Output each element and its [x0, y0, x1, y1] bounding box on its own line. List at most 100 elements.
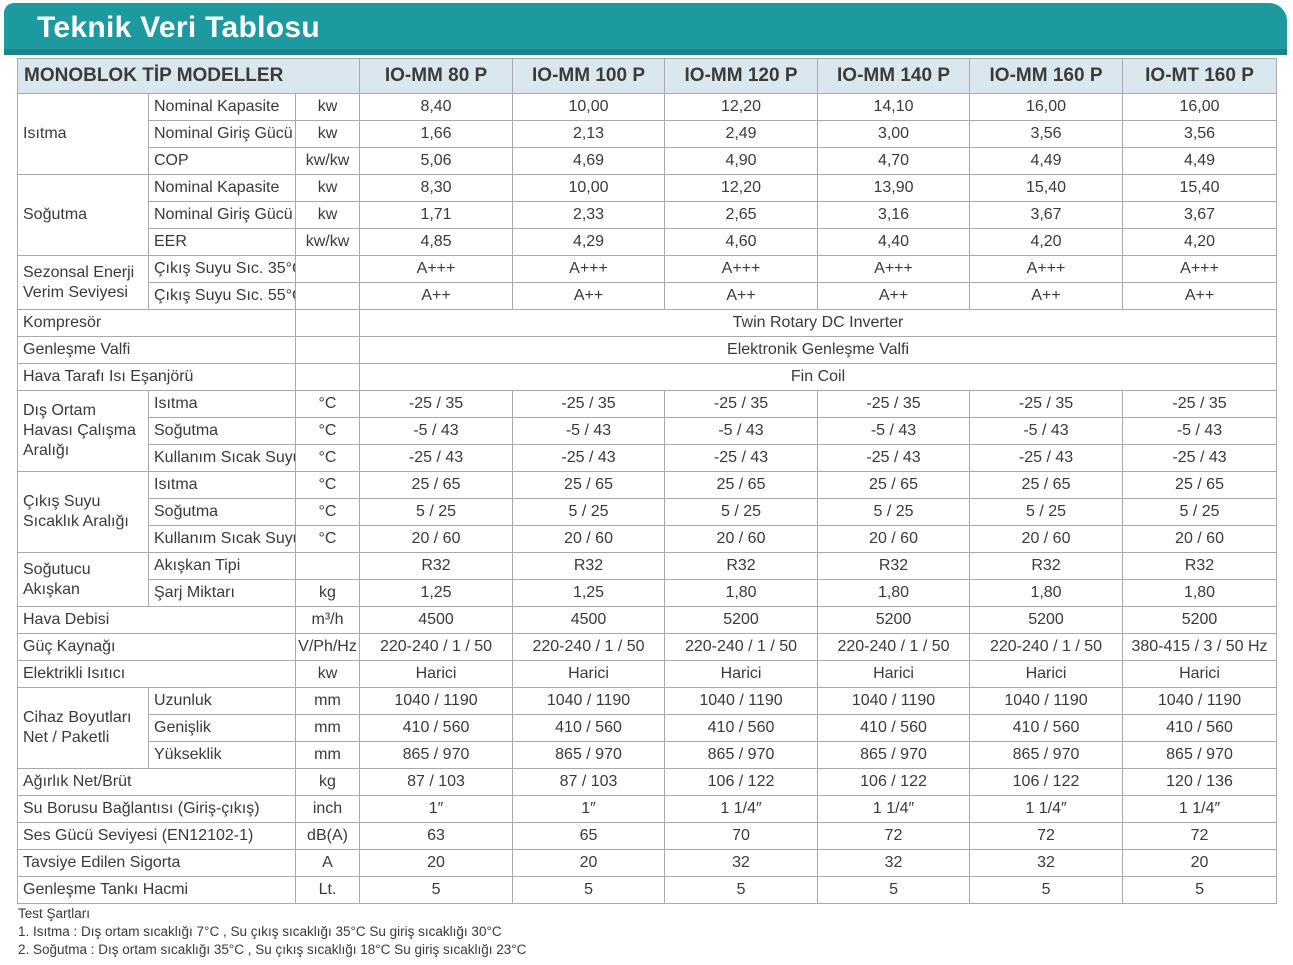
value-cell: Harici	[817, 660, 971, 688]
value-cell: 20 / 60	[817, 525, 971, 553]
value-cell: 25 / 65	[359, 471, 514, 499]
row-label: Tavsiye Edilen Sigorta	[17, 849, 296, 877]
value-cell: 20	[1122, 849, 1278, 877]
value-cell: R32	[359, 552, 514, 580]
table-row: Şarj Miktarı kg 1,25 1,25 1,80 1,80 1,80 1,80	[18, 579, 1278, 607]
row-group-label: Çıkış Suyu Sıcaklık Aralığı	[17, 471, 149, 553]
row-unit	[294, 336, 361, 364]
table-row: Isıtma Nominal Kapasite kw 8,40 10,00 12,20 14…	[17, 93, 1278, 175]
spanning-value-cell: Elektronik Genleşme Valfi	[359, 336, 1278, 364]
value-cell: 16,00	[969, 93, 1124, 121]
row-sub-label: Soğutma	[148, 498, 296, 526]
row-unit: °C	[294, 390, 361, 418]
value-cell: 16,00	[1122, 93, 1278, 121]
value-cell: 2,13	[512, 120, 666, 148]
table-row: EER kw/kw 4,85 4,29 4,60 4,40 4,20 4,20	[18, 228, 1278, 256]
value-cell: R32	[512, 552, 666, 580]
value-cell: 865 / 970	[359, 741, 514, 769]
value-cell: 1040 / 1190	[512, 687, 666, 715]
value-cell: 25 / 65	[512, 471, 666, 499]
value-cell: Harici	[664, 660, 819, 688]
row-sub-label: Çıkış Suyu Sıc. 35°C	[148, 255, 296, 283]
value-cell: 220-240 / 1 / 50	[664, 633, 819, 661]
table-row: Su Borusu Bağlantısı (Giriş-çıkış) inch 1″…	[17, 795, 1278, 823]
value-cell: 20 / 60	[969, 525, 1124, 553]
value-cell: 5 / 25	[969, 498, 1124, 526]
value-cell: 4,90	[664, 147, 819, 175]
table-row: Nominal Giriş Gücü kw 1,71 2,33 2,65 3,16 3,67…	[18, 201, 1278, 229]
value-cell: -25 / 43	[969, 444, 1124, 472]
value-cell: A+++	[969, 255, 1124, 283]
value-cell: 3,67	[1122, 201, 1278, 229]
table-row: Cihaz Boyutları Net / Paketli Uzunluk mm 10…	[17, 687, 1278, 769]
value-cell: A+++	[1122, 255, 1278, 283]
value-cell: 4,49	[1122, 147, 1278, 175]
value-cell: 32	[817, 849, 971, 877]
value-cell: -5 / 43	[512, 417, 666, 445]
row-sub-label: Nominal Giriş Gücü	[148, 201, 296, 229]
row-sub-label: Soğutma	[148, 417, 296, 445]
value-cell: A++	[1122, 282, 1278, 310]
value-cell: 1″	[512, 795, 666, 823]
table-row: Soğutma °C -5 / 43 -5 / 43 -5 / 43 -5 / 43 -5 …	[18, 417, 1278, 445]
table-row: Elektrikli Isıtıcı kw Harici Harici Harici Ha…	[17, 660, 1278, 688]
value-cell: 5200	[817, 606, 971, 634]
row-unit	[294, 363, 361, 391]
row-label: Ağırlık Net/Brüt	[17, 768, 296, 796]
value-cell: 5	[359, 876, 514, 904]
value-cell: A+++	[512, 255, 666, 283]
value-cell: -25 / 35	[664, 390, 819, 418]
value-cell: Harici	[969, 660, 1124, 688]
value-cell: 1040 / 1190	[1122, 687, 1278, 715]
header-model: IO-MM 80 P	[359, 58, 514, 94]
value-cell: 5 / 25	[512, 498, 666, 526]
row-sub-label: Genişlik	[148, 714, 296, 742]
notes-line: 2. Soğutma : Dış ortam sıcaklığı 35°C , …	[18, 942, 527, 957]
table-row: Soğutucu Akışkan Akışkan Tipi R32 R32 R32 R32…	[17, 552, 1278, 607]
value-cell: 220-240 / 1 / 50	[817, 633, 971, 661]
table-row: Çıkış Suyu Sıcaklık Aralığı Isıtma °C 25 / …	[17, 471, 1278, 553]
value-cell: 15,40	[1122, 174, 1278, 202]
table-row: Hava Debisi m³/h 4500 4500 5200 5200 5200 5200	[17, 606, 1278, 634]
table-row: Kullanım Sıcak Suyu °C 20 / 60 20 / 60 20 / …	[18, 525, 1278, 553]
row-group-label: Cihaz Boyutları Net / Paketli	[17, 687, 149, 769]
row-sub-label: Nominal Kapasite	[148, 174, 296, 202]
value-cell: 25 / 65	[817, 471, 971, 499]
row-unit: kw	[294, 174, 361, 202]
value-cell: 5 / 25	[664, 498, 819, 526]
value-cell: 1 1/4″	[969, 795, 1124, 823]
value-cell: 20 / 60	[359, 525, 514, 553]
value-cell: 106 / 122	[969, 768, 1124, 796]
header-model: IO-MM 120 P	[664, 58, 819, 94]
value-cell: 25 / 65	[1122, 471, 1278, 499]
row-unit: dB(A)	[294, 822, 361, 850]
value-cell: 1,80	[1122, 579, 1278, 607]
value-cell: -25 / 43	[1122, 444, 1278, 472]
value-cell: 12,20	[664, 93, 819, 121]
header-row: MONOBLOK TİP MODELLER IO-MM 80 P IO-MM 1…	[16, 58, 1278, 94]
table-row: COP kw/kw 5,06 4,69 4,90 4,70 4,49 4,49	[18, 147, 1278, 175]
row-unit	[294, 552, 361, 580]
header-model: IO-MM 100 P	[512, 58, 666, 94]
table-row: Tavsiye Edilen Sigorta A 20 20 32 32 32 20	[17, 849, 1278, 877]
row-unit: kw	[294, 201, 361, 229]
value-cell: 4,69	[512, 147, 666, 175]
value-cell: 72	[969, 822, 1124, 850]
row-unit: mm	[294, 687, 361, 715]
value-cell: 8,30	[359, 174, 514, 202]
value-cell: 4,20	[969, 228, 1124, 256]
value-cell: 8,40	[359, 93, 514, 121]
row-sub-label: Şarj Miktarı	[148, 579, 296, 607]
value-cell: 70	[664, 822, 819, 850]
value-cell: -25 / 35	[512, 390, 666, 418]
value-cell: 72	[1122, 822, 1278, 850]
table-row: Ses Gücü Seviyesi (EN12102-1) dB(A) 63 65 70…	[17, 822, 1278, 850]
value-cell: -25 / 43	[664, 444, 819, 472]
value-cell: 20 / 60	[512, 525, 666, 553]
value-cell: A+++	[817, 255, 971, 283]
row-label: Genleşme Valfi	[17, 336, 296, 364]
value-cell: 20 / 60	[664, 525, 819, 553]
value-cell: 3,16	[817, 201, 971, 229]
value-cell: A++	[359, 282, 514, 310]
value-cell: 220-240 / 1 / 50	[512, 633, 666, 661]
